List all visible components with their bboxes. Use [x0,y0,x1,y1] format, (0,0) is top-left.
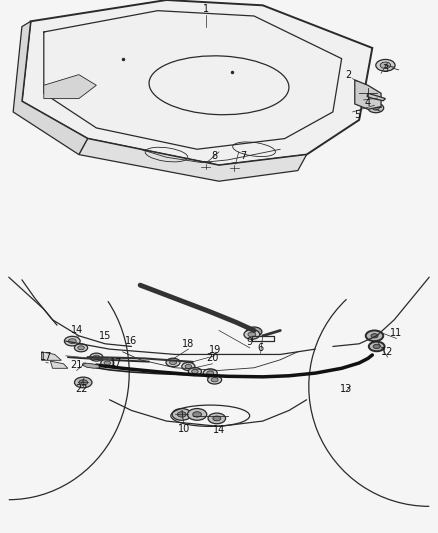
Circle shape [371,334,378,338]
Circle shape [231,166,238,170]
Circle shape [101,359,114,367]
Circle shape [207,371,214,375]
Text: 20: 20 [206,353,219,364]
Circle shape [226,163,242,173]
Circle shape [246,327,262,337]
Text: 6: 6 [258,343,264,353]
Text: 14: 14 [213,425,225,435]
Circle shape [192,369,198,374]
Polygon shape [355,80,381,109]
Circle shape [170,360,177,365]
Circle shape [211,377,218,382]
Circle shape [166,358,180,367]
Circle shape [198,162,214,172]
Polygon shape [42,352,61,360]
Text: 2: 2 [345,70,351,79]
Polygon shape [367,93,385,101]
Text: 17: 17 [40,352,52,362]
Circle shape [177,411,186,417]
Text: 1: 1 [203,4,209,14]
Circle shape [79,379,88,385]
Circle shape [203,369,217,377]
Circle shape [188,368,201,375]
Circle shape [368,103,384,113]
Circle shape [372,106,379,110]
Circle shape [373,344,380,349]
Circle shape [104,361,110,365]
Text: 22: 22 [75,384,87,394]
Circle shape [193,411,201,417]
Circle shape [182,362,195,370]
Circle shape [380,62,391,68]
Text: 10: 10 [178,424,190,434]
Circle shape [369,342,385,351]
Text: 11: 11 [390,328,403,338]
Text: 17: 17 [110,358,122,368]
Polygon shape [44,75,96,99]
Circle shape [74,344,88,352]
Text: 9: 9 [247,337,253,348]
Circle shape [78,346,84,350]
Circle shape [366,330,383,341]
Text: 14: 14 [71,326,83,335]
Text: 15: 15 [99,331,111,341]
Circle shape [202,164,209,168]
Text: 21: 21 [71,360,83,370]
Circle shape [172,408,191,420]
Polygon shape [13,21,88,155]
Polygon shape [22,0,372,165]
Text: 19: 19 [208,345,221,356]
Circle shape [185,365,192,368]
Text: 13: 13 [340,384,352,394]
Text: 16: 16 [125,336,138,346]
Circle shape [244,329,260,340]
Text: 7: 7 [240,151,246,161]
Circle shape [90,353,103,361]
Circle shape [208,413,226,424]
Circle shape [248,332,256,337]
Circle shape [208,375,222,384]
Circle shape [64,336,80,346]
Text: 12: 12 [381,347,394,357]
Circle shape [68,339,76,344]
Circle shape [187,408,207,420]
Text: 3: 3 [382,64,389,74]
Polygon shape [79,139,307,181]
Text: 8: 8 [212,151,218,161]
Circle shape [213,416,221,421]
Polygon shape [50,361,68,368]
Text: 18: 18 [182,339,194,349]
Circle shape [74,377,92,388]
Text: 5: 5 [354,110,360,119]
Circle shape [93,355,99,359]
Circle shape [376,60,395,71]
Polygon shape [82,363,100,368]
Text: 4: 4 [365,98,371,108]
